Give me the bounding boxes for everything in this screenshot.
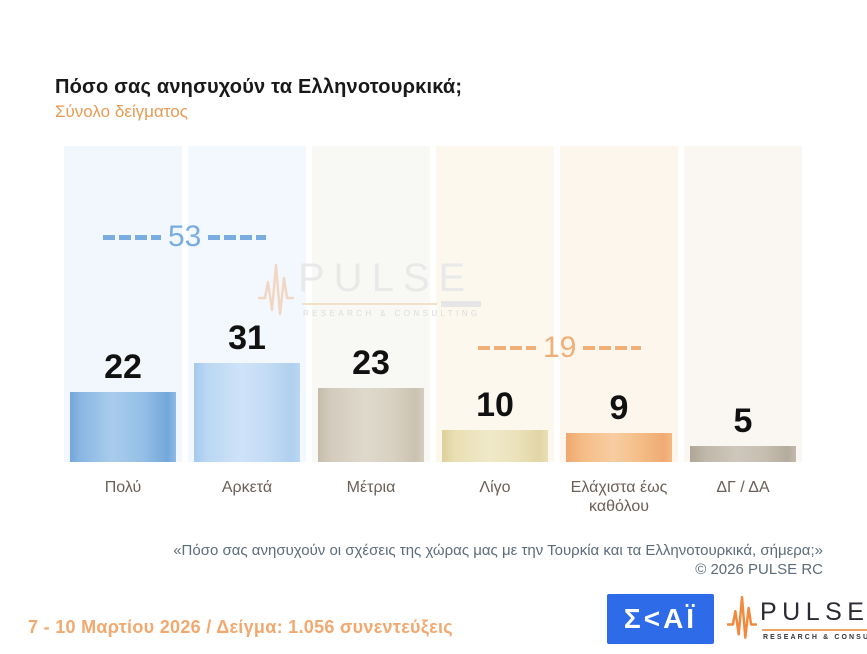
chart-column-dgda: 5 xyxy=(684,146,802,462)
bar-value-label: 10 xyxy=(476,386,514,424)
marker-dash-right xyxy=(208,234,267,240)
bar-value-label: 5 xyxy=(733,402,753,440)
bar-chart: 22 31 23 10 9 5 xyxy=(64,146,807,462)
column-background xyxy=(560,146,678,462)
pulse-waveform-icon xyxy=(727,595,757,639)
source-caption: «Πόσο σας ανησυχούν οι σχέσεις της χώρας… xyxy=(173,541,823,579)
marker-dash-right xyxy=(583,346,642,350)
bar xyxy=(70,391,176,462)
pulse-logo-rule xyxy=(762,627,867,632)
bar xyxy=(318,388,424,462)
bar xyxy=(442,430,548,462)
group-marker-value: 53 xyxy=(168,220,202,253)
page-title: Πόσο σας ανησυχούν τα Ελληνοτουρκικά; xyxy=(55,76,463,98)
page-subtitle: Σύνολο δείγματος xyxy=(55,102,188,121)
marker-dash-left xyxy=(478,346,536,350)
category-label: Ελάχιστα έως καθόλου xyxy=(570,479,668,516)
column-background xyxy=(684,146,802,462)
bar-value-label: 23 xyxy=(352,344,390,383)
group-marker-53: 53 xyxy=(103,220,267,253)
bar-value-label: 22 xyxy=(104,347,142,386)
skai-logo: Σ<ΑΪ xyxy=(607,594,714,644)
pulse-logo: PULSE RESEARCH & CONSULTING xyxy=(727,593,867,641)
pulse-tagline: RESEARCH & CONSULTING xyxy=(763,634,867,641)
category-axis: Πολύ Αρκετά Μέτρια Λίγο Ελάχιστα έως καθ… xyxy=(64,478,807,528)
bar-value-label: 9 xyxy=(609,389,629,428)
category-label: Πολύ xyxy=(104,479,142,496)
caption-question: «Πόσο σας ανησυχούν οι σχέσεις της χώρας… xyxy=(173,542,823,559)
pulse-logo-text: PULSE RESEARCH & CONSULTING xyxy=(760,600,867,641)
category-label: Μέτρια xyxy=(346,479,396,496)
category-label: Αρκετά xyxy=(221,479,273,496)
pulse-wordmark: PULSE xyxy=(760,598,867,626)
bar xyxy=(690,446,796,462)
chart-column-ligo: 10 xyxy=(436,146,554,462)
category-label: ΔΓ / ΔΑ xyxy=(716,479,770,496)
chart-column-metria: 23 xyxy=(312,146,430,462)
marker-dash-left xyxy=(103,234,161,240)
group-marker-19: 19 xyxy=(478,331,642,364)
caption-copyright: © 2026 PULSE RC xyxy=(695,561,823,579)
chart-column-arketa: 31 xyxy=(188,146,306,462)
fieldwork-info: 7 - 10 Μαρτίου 2026 / Δείγμα: 1.056 συνε… xyxy=(28,617,453,637)
category-label: Λίγο xyxy=(479,479,511,496)
bar xyxy=(194,362,300,462)
group-marker-value: 19 xyxy=(543,331,577,364)
chart-column-poly: 22 xyxy=(64,146,182,462)
bar-value-label: 31 xyxy=(228,318,266,357)
bar xyxy=(566,433,672,462)
chart-column-elaxista: 9 xyxy=(560,146,678,462)
